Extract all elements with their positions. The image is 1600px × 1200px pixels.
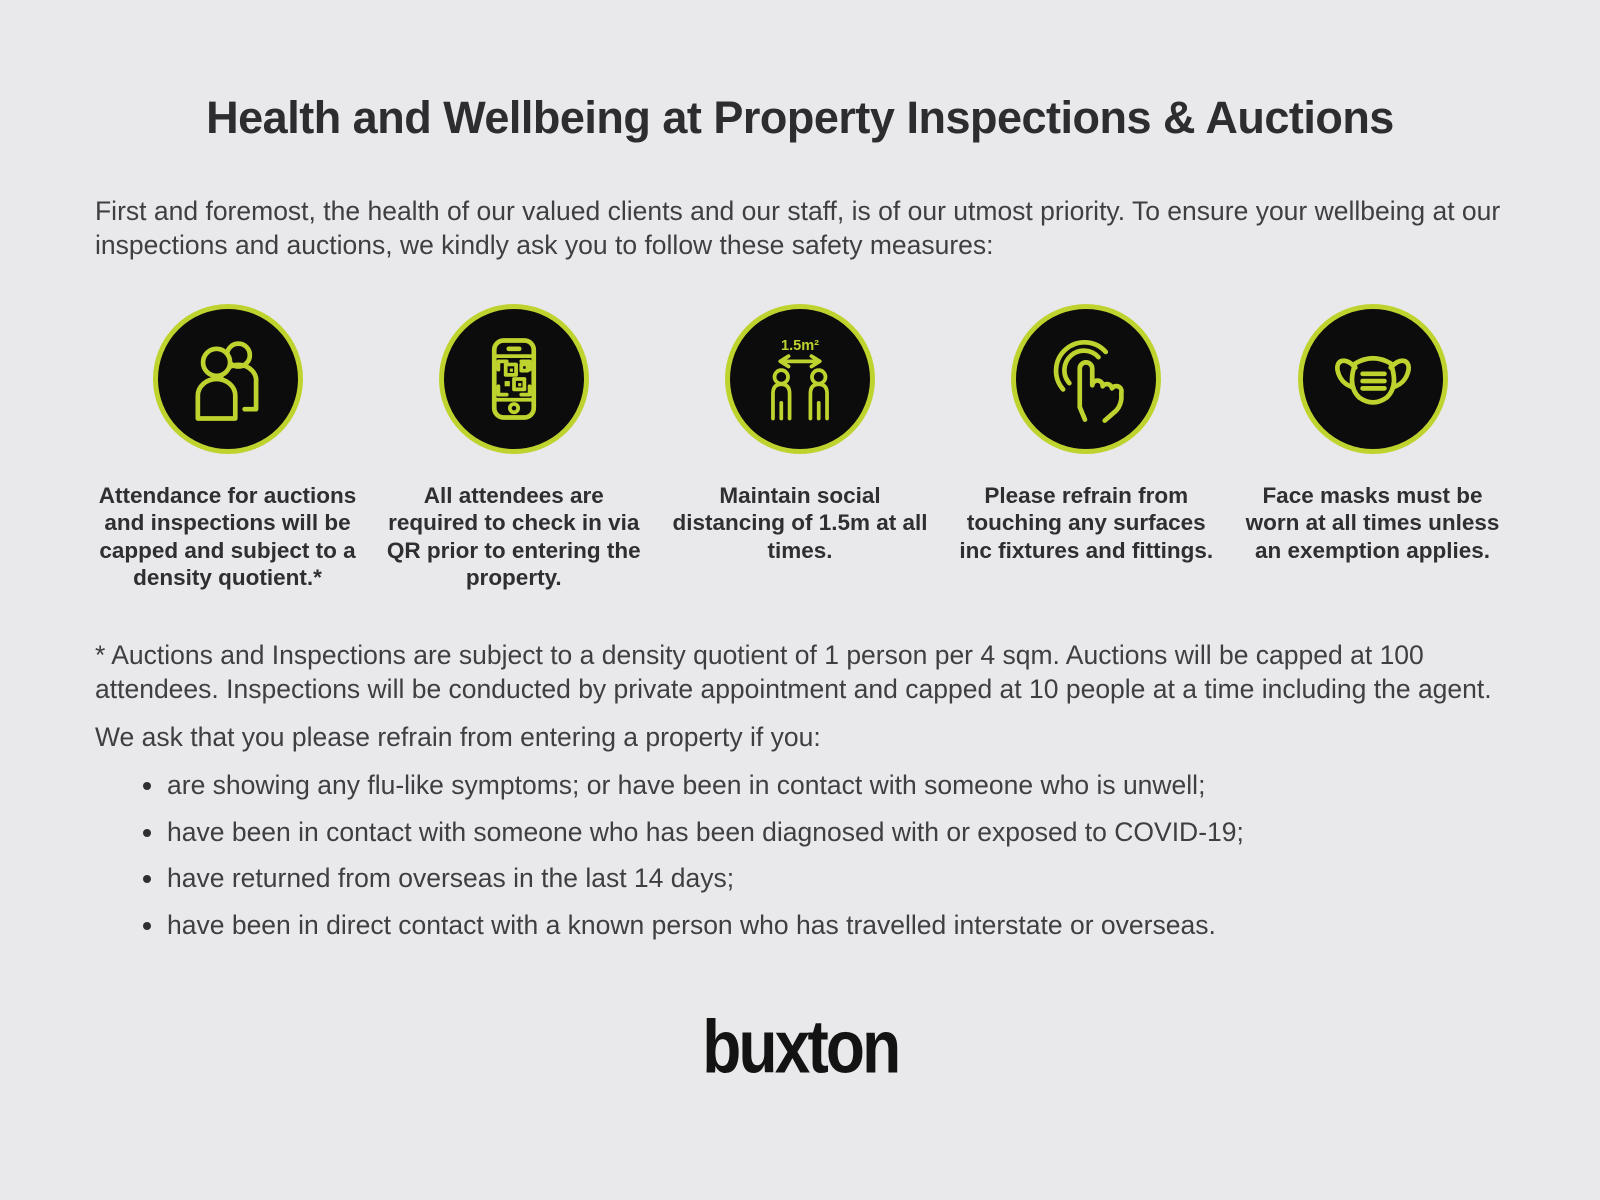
no-touch-icon: [1011, 303, 1162, 454]
intro-paragraph: First and foremost, the health of our va…: [95, 196, 1501, 261]
measure-attendance-cap: Attendance for auctions and inspections …: [85, 303, 370, 592]
measure-caption: Maintain social distancing of 1.5m at al…: [672, 482, 928, 563]
measure-caption: Face masks must be worn at all times unl…: [1245, 482, 1500, 563]
refrain-item: have been in direct contact with a known…: [143, 909, 1505, 942]
refrain-item: have returned from overseas in the last …: [143, 862, 1505, 895]
logo-container: buxton: [0, 1005, 1600, 1089]
measure-caption: Please refrain from touching any surface…: [959, 482, 1214, 563]
refrain-item: are showing any flu-like symptoms; or ha…: [143, 769, 1505, 802]
people-icon: [152, 303, 303, 454]
qr-checkin-phone-icon: [438, 303, 589, 454]
refrain-list: are showing any flu-like symptoms; or ha…: [143, 769, 1505, 942]
measure-face-mask: Face masks must be worn at all times unl…: [1230, 303, 1515, 592]
face-mask-icon: [1297, 303, 1448, 454]
safety-measures-row: Attendance for auctions and inspections …: [85, 303, 1515, 592]
svg-text:1.5m²: 1.5m²: [781, 338, 819, 354]
measure-no-touching: Please refrain from touching any surface…: [944, 303, 1229, 592]
measure-qr-checkin: All attendees are required to check in v…: [371, 303, 656, 592]
social-distance-icon: 1.5m²: [725, 303, 875, 454]
refrain-heading: We ask that you please refrain from ente…: [95, 721, 821, 752]
measure-social-distance: 1.5m² Maintain social distancing of 1.5m…: [658, 303, 943, 592]
refrain-item: have been in contact with someone who ha…: [143, 816, 1505, 849]
measure-caption: All attendees are required to check in v…: [386, 482, 641, 591]
measure-caption: Attendance for auctions and inspections …: [98, 482, 357, 591]
density-quotient-footnote: * Auctions and Inspections are subject t…: [95, 639, 1492, 705]
page-title: Health and Wellbeing at Property Inspect…: [206, 92, 1394, 143]
buxton-logo: buxton: [701, 1005, 901, 1089]
